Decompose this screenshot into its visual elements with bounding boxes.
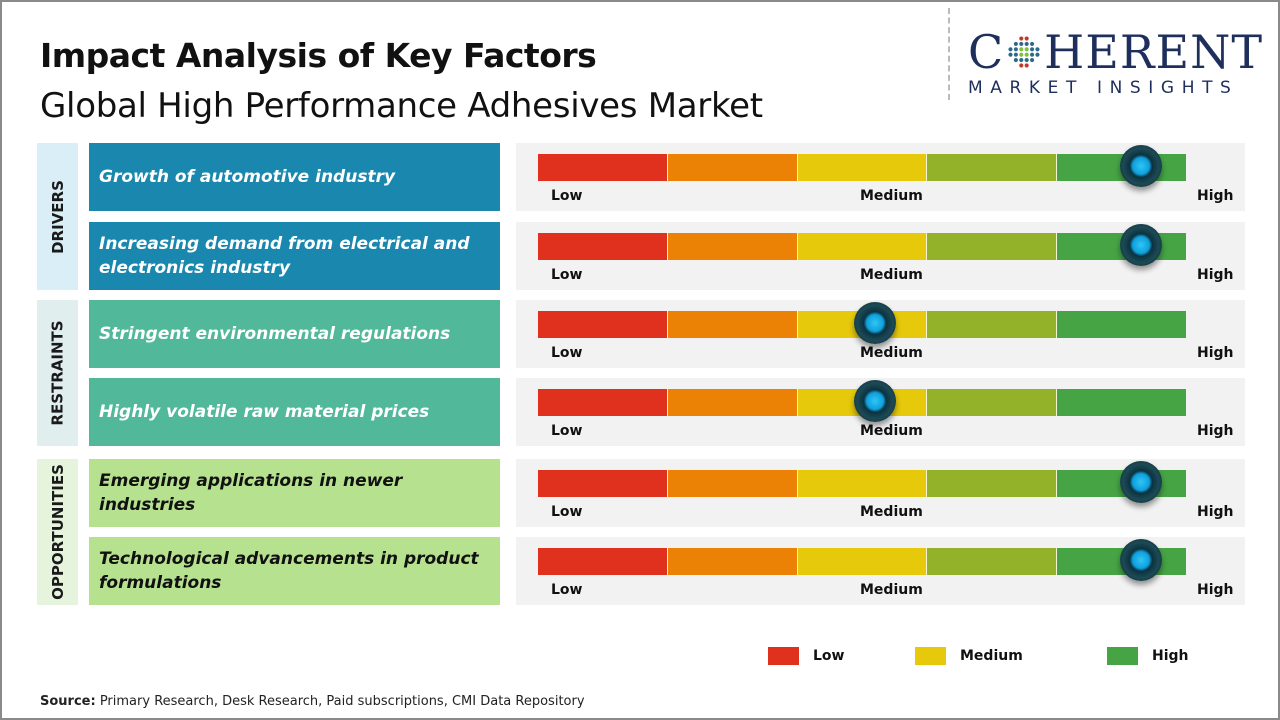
legend-label: Low [813,648,845,664]
scale-low-label: Low [551,267,583,283]
gauge-bar [538,470,1186,497]
factor-label: Highly volatile raw material prices [89,378,500,446]
impact-marker [853,380,896,422]
impact-gauge: Low Medium High [516,537,1245,605]
impact-gauge: Low Medium High [516,300,1245,368]
gauge-bar [538,154,1186,181]
gauge-segment [927,470,1058,497]
impact-marker [1119,224,1162,266]
impact-gauge: Low Medium High [516,143,1245,211]
scale-high-label: High [1197,582,1234,598]
gauge-segment [927,548,1058,575]
impact-marker [853,302,896,344]
scale-medium-label: Medium [860,345,923,361]
gauge-segment [797,233,928,260]
gauge-segment [797,548,928,575]
source-note: Source: Primary Research, Desk Research,… [40,694,585,709]
source-text: Primary Research, Desk Research, Paid su… [95,694,585,709]
legend-swatch [915,647,946,665]
gauge-segment [1057,311,1186,338]
category-label: OPPORTUNITIES [48,464,67,600]
gauge-segment [538,470,668,497]
scale-high-label: High [1197,188,1234,204]
gauge-bar [538,311,1186,338]
impact-gauge: Low Medium High [516,222,1245,290]
gauge-segment [667,311,798,338]
gauge-bar [538,389,1186,416]
scale-high-label: High [1197,345,1234,361]
gauge-segment [927,154,1058,181]
scale-low-label: Low [551,345,583,361]
gauge-bar [538,233,1186,260]
factor-label: Increasing demand from electrical and el… [89,222,500,290]
scale-high-label: High [1197,504,1234,520]
scale-medium-label: Medium [860,504,923,520]
impact-gauge: Low Medium High [516,459,1245,527]
category-restraints: RESTRAINTS [37,300,78,446]
category-label: RESTRAINTS [48,320,67,426]
gauge-segment [797,470,928,497]
category-label: DRIVERS [48,179,67,254]
gauge-segment [667,470,798,497]
divider [948,8,950,100]
logo-tagline: MARKET INSIGHTS [968,78,1239,98]
category-opportunities: OPPORTUNITIES [37,459,78,605]
source-label: Source: [40,694,96,709]
gauge-segment [538,154,668,181]
factor-label: Growth of automotive industry [89,143,500,211]
legend-swatch [1107,647,1138,665]
impact-marker [1119,145,1162,187]
page-subtitle: Global High Performance Adhesives Market [40,86,763,126]
gauge-segment [797,154,928,181]
gauge-segment [667,548,798,575]
gauge-bar [538,548,1186,575]
legend-item: Low [768,647,844,665]
scale-high-label: High [1197,267,1234,283]
page-title: Impact Analysis of Key Factors [40,36,597,75]
factor-label: Emerging applications in newer industrie… [89,459,500,527]
scale-low-label: Low [551,423,583,439]
scale-low-label: Low [551,188,583,204]
impact-marker [1119,461,1162,503]
logo-word: HERENT [1044,25,1263,79]
impact-gauge: Low Medium High [516,378,1245,446]
gauge-segment [927,233,1058,260]
logo: C HERENT MARKET INSIGHTS [968,28,1263,98]
scale-medium-label: Medium [860,188,923,204]
impact-marker [1119,539,1162,581]
scale-low-label: Low [551,504,583,520]
gauge-segment [667,154,798,181]
gauge-segment [538,311,668,338]
scale-medium-label: Medium [860,267,923,283]
scale-medium-label: Medium [860,582,923,598]
legend-item: Medium [915,647,1023,665]
gauge-segment [1057,389,1186,416]
gauge-segment [667,389,798,416]
legend-label: Medium [960,648,1023,664]
factor-label: Technological advancements in product fo… [89,537,500,605]
scale-low-label: Low [551,582,583,598]
gauge-segment [538,548,668,575]
gauge-segment [927,389,1058,416]
legend-swatch [768,647,799,665]
category-drivers: DRIVERS [37,143,78,290]
globe-dots-icon [1008,36,1040,68]
scale-medium-label: Medium [860,423,923,439]
gauge-segment [927,311,1058,338]
scale-high-label: High [1197,423,1234,439]
factor-label: Stringent environmental regulations [89,300,500,368]
gauge-segment [667,233,798,260]
gauge-segment [538,389,668,416]
legend-label: High [1152,648,1189,664]
gauge-segment [538,233,668,260]
legend-item: High [1107,647,1189,665]
logo-letter: C [968,25,1005,79]
